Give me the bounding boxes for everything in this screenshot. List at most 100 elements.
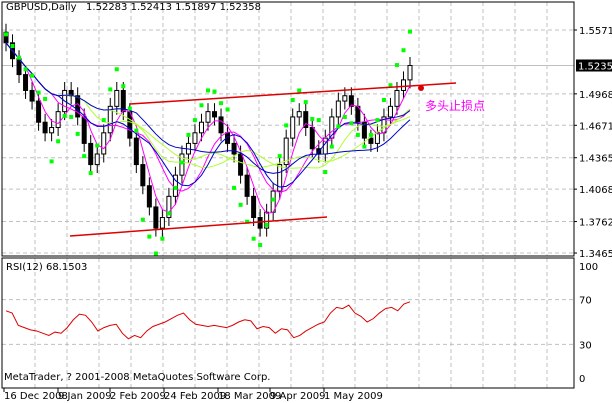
candle-body (335, 100, 341, 118)
sar-dot (401, 48, 406, 53)
rsi-tick-label: 70 (579, 296, 592, 307)
candle-body (290, 116, 296, 139)
price-tick-label: 1.37620 (579, 218, 612, 229)
sar-dot (316, 118, 321, 123)
candle-body (257, 217, 263, 229)
sar-dot (4, 32, 8, 37)
sar-dot (336, 124, 341, 129)
sar-dot (342, 114, 347, 119)
candle-body (101, 132, 107, 155)
candle-body (88, 142, 94, 166)
sar-dot (114, 67, 119, 72)
rsi-tick-label: 30 (579, 340, 592, 351)
price-tick-label: 1.49680 (579, 90, 612, 101)
candle-body (81, 116, 87, 144)
sar-dot (310, 117, 315, 122)
sar-dot (36, 90, 41, 95)
sar-dot (166, 211, 171, 216)
candle-body (394, 89, 400, 107)
sar-dot (134, 128, 139, 133)
sar-dot (17, 55, 22, 60)
sar-dot (88, 171, 93, 176)
sar-dot (192, 118, 197, 123)
current-price-badge (576, 59, 612, 72)
candle-body (264, 211, 270, 229)
copyright-text: MetaTrader, ? 2001-2008 MetaQuotes Softw… (4, 372, 271, 383)
rsi-panel-border (1, 257, 575, 389)
time-tick-label: 9 Jan 2009 (58, 391, 112, 402)
candle-body (218, 116, 224, 134)
candle-body (107, 105, 113, 134)
sar-dot (82, 154, 87, 159)
candle-body (296, 111, 302, 118)
sar-dot (388, 83, 393, 88)
candle-body (231, 142, 237, 155)
candle-body (368, 137, 374, 144)
time-tick-label: 18 Mar 2009 (218, 391, 281, 402)
sar-dot (206, 88, 210, 93)
sar-dot (140, 217, 145, 222)
candle-body (36, 100, 42, 123)
candle-body (55, 111, 61, 129)
time-tick-label: 24 Feb 2009 (164, 391, 226, 402)
candle-body (153, 206, 159, 229)
sar-dot (23, 67, 28, 72)
candle-body (140, 164, 146, 187)
candle-body (146, 185, 152, 208)
sar-dot (349, 121, 354, 126)
candle-body (238, 153, 244, 176)
sar-dot (381, 97, 386, 102)
sar-dot (375, 118, 380, 123)
candle-body (361, 121, 367, 139)
time-tick-label: 1 May 2009 (324, 391, 383, 402)
sar-dot (290, 97, 295, 102)
channel-lower-line (69, 216, 328, 237)
annotation-label: 多头止损点 (425, 99, 486, 113)
symbol-timeframe: GBPUSD,Daily (6, 2, 77, 13)
sar-dot (147, 234, 152, 239)
price-tick-label: 1.43650 (579, 154, 612, 165)
sar-dot (43, 96, 48, 101)
candle-body (283, 137, 289, 166)
candle-body (387, 105, 393, 118)
sar-dot (56, 139, 61, 144)
sar-dot (212, 89, 217, 94)
sar-dot (127, 106, 132, 111)
candle-body (329, 116, 335, 139)
candle-body (42, 121, 48, 134)
ohlc-values: 1.52283 1.52413 1.51897 1.52358 (86, 2, 261, 13)
candle-body (407, 64, 413, 81)
sar-dot (173, 185, 178, 190)
sar-dot (10, 43, 15, 48)
sar-dot (30, 73, 35, 78)
header-label: GBPUSD,Daily 1.52283 1.52413 1.51897 1.5… (6, 2, 261, 13)
sar-dot (108, 87, 113, 92)
ma-blue-line (5, 42, 411, 188)
candle-body (400, 79, 406, 91)
sar-dot (323, 169, 328, 174)
candle-body (277, 164, 283, 192)
candle-body (49, 127, 55, 134)
candle-body (23, 74, 29, 91)
candle-body (309, 127, 315, 150)
rsi-tick-label: 0 (579, 374, 585, 385)
candle-body (172, 174, 178, 197)
candle-body (251, 195, 257, 219)
candle-body (192, 132, 198, 144)
current-price-label: 1.52358 (578, 61, 612, 72)
candle-body (133, 137, 139, 166)
main-panel-border (1, 1, 575, 257)
sar-dot (238, 202, 243, 207)
sar-dot (49, 159, 54, 164)
sar-dot (186, 132, 191, 137)
candle-body (198, 121, 204, 134)
candle-body (29, 89, 35, 102)
candle-body (179, 153, 185, 176)
rsi-line (5, 301, 411, 340)
sar-dot (153, 251, 158, 256)
sar-dot (362, 144, 367, 149)
candle-body (212, 111, 218, 118)
sar-dot (368, 132, 373, 137)
sar-dot (219, 101, 224, 106)
